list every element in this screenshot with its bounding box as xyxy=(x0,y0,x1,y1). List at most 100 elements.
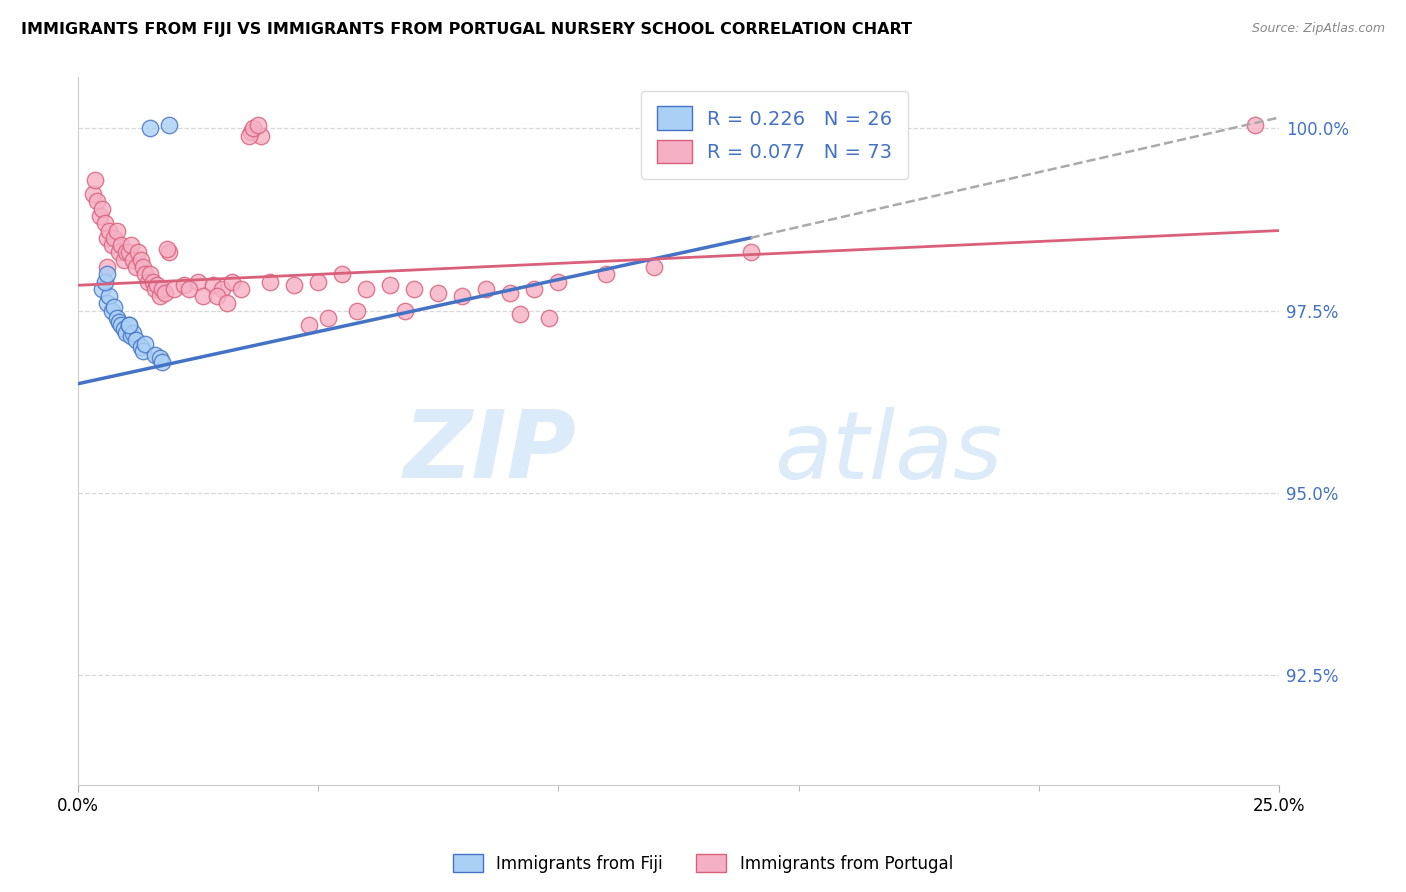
Point xyxy=(595,268,617,282)
Point xyxy=(394,303,416,318)
Point xyxy=(238,128,260,143)
Point xyxy=(89,209,111,223)
Point xyxy=(129,340,152,354)
Point xyxy=(96,231,118,245)
Point xyxy=(537,311,560,326)
Point xyxy=(247,118,270,132)
Legend: Immigrants from Fiji, Immigrants from Portugal: Immigrants from Fiji, Immigrants from Po… xyxy=(446,847,960,880)
Point xyxy=(98,289,121,303)
Point xyxy=(149,351,172,366)
Point xyxy=(105,311,128,326)
Point xyxy=(242,121,264,136)
Point xyxy=(404,282,426,296)
Point xyxy=(96,296,118,310)
Point xyxy=(108,315,131,329)
Point xyxy=(215,296,238,310)
Point xyxy=(249,128,271,143)
Point xyxy=(346,303,368,318)
Point xyxy=(240,125,263,139)
Point xyxy=(129,252,152,267)
Point xyxy=(125,260,148,274)
Point xyxy=(763,114,786,128)
Point xyxy=(146,278,169,293)
Point xyxy=(157,118,180,132)
Point xyxy=(156,242,179,256)
Point xyxy=(427,285,450,300)
Point xyxy=(259,275,281,289)
Point xyxy=(191,289,214,303)
Text: IMMIGRANTS FROM FIJI VS IMMIGRANTS FROM PORTUGAL NURSERY SCHOOL CORRELATION CHAR: IMMIGRANTS FROM FIJI VS IMMIGRANTS FROM … xyxy=(21,22,912,37)
Point xyxy=(1244,118,1267,132)
Point xyxy=(110,318,132,333)
Point xyxy=(211,282,233,296)
Point xyxy=(134,336,156,351)
Point xyxy=(330,268,353,282)
Point xyxy=(91,202,114,216)
Text: ZIP: ZIP xyxy=(404,407,576,499)
Point xyxy=(108,245,131,260)
Point xyxy=(96,260,118,274)
Point xyxy=(143,347,166,361)
Point xyxy=(110,238,132,252)
Point xyxy=(298,318,321,333)
Point xyxy=(307,275,329,289)
Point xyxy=(117,318,139,333)
Point xyxy=(149,289,172,303)
Point xyxy=(134,268,156,282)
Point xyxy=(231,282,253,296)
Point xyxy=(150,282,173,296)
Point xyxy=(120,238,142,252)
Point xyxy=(103,300,125,314)
Point xyxy=(523,282,546,296)
Point xyxy=(100,238,122,252)
Point xyxy=(173,278,195,293)
Point xyxy=(120,329,142,343)
Point xyxy=(283,278,305,293)
Point xyxy=(475,282,498,296)
Point xyxy=(112,322,135,336)
Point xyxy=(153,285,176,300)
Point xyxy=(122,326,145,340)
Point xyxy=(221,275,243,289)
Point xyxy=(82,187,104,202)
Point xyxy=(105,223,128,237)
Point xyxy=(136,275,159,289)
Point xyxy=(142,275,165,289)
Point xyxy=(143,282,166,296)
Point xyxy=(115,245,138,260)
Point xyxy=(356,282,378,296)
Point xyxy=(96,268,118,282)
Point xyxy=(157,245,180,260)
Legend: R = 0.226   N = 26, R = 0.077   N = 73: R = 0.226 N = 26, R = 0.077 N = 73 xyxy=(641,91,908,179)
Point xyxy=(207,289,229,303)
Text: Source: ZipAtlas.com: Source: ZipAtlas.com xyxy=(1251,22,1385,36)
Point xyxy=(201,278,224,293)
Point xyxy=(499,285,522,300)
Point xyxy=(112,252,135,267)
Point xyxy=(103,231,125,245)
Point xyxy=(177,282,200,296)
Point xyxy=(643,260,665,274)
Point xyxy=(132,343,155,358)
Point xyxy=(93,275,115,289)
Point xyxy=(127,245,149,260)
Point xyxy=(125,333,148,347)
Text: atlas: atlas xyxy=(775,407,1002,498)
Point xyxy=(93,216,115,230)
Point xyxy=(117,318,139,333)
Point xyxy=(316,311,339,326)
Point xyxy=(117,245,139,260)
Point xyxy=(132,260,155,274)
Point xyxy=(547,275,569,289)
Point xyxy=(139,121,162,136)
Point xyxy=(187,275,209,289)
Point xyxy=(84,172,107,186)
Point xyxy=(509,307,531,321)
Point xyxy=(115,326,138,340)
Point xyxy=(139,268,162,282)
Point xyxy=(98,223,121,237)
Point xyxy=(150,355,173,369)
Point xyxy=(380,278,402,293)
Point xyxy=(740,245,762,260)
Point xyxy=(86,194,108,209)
